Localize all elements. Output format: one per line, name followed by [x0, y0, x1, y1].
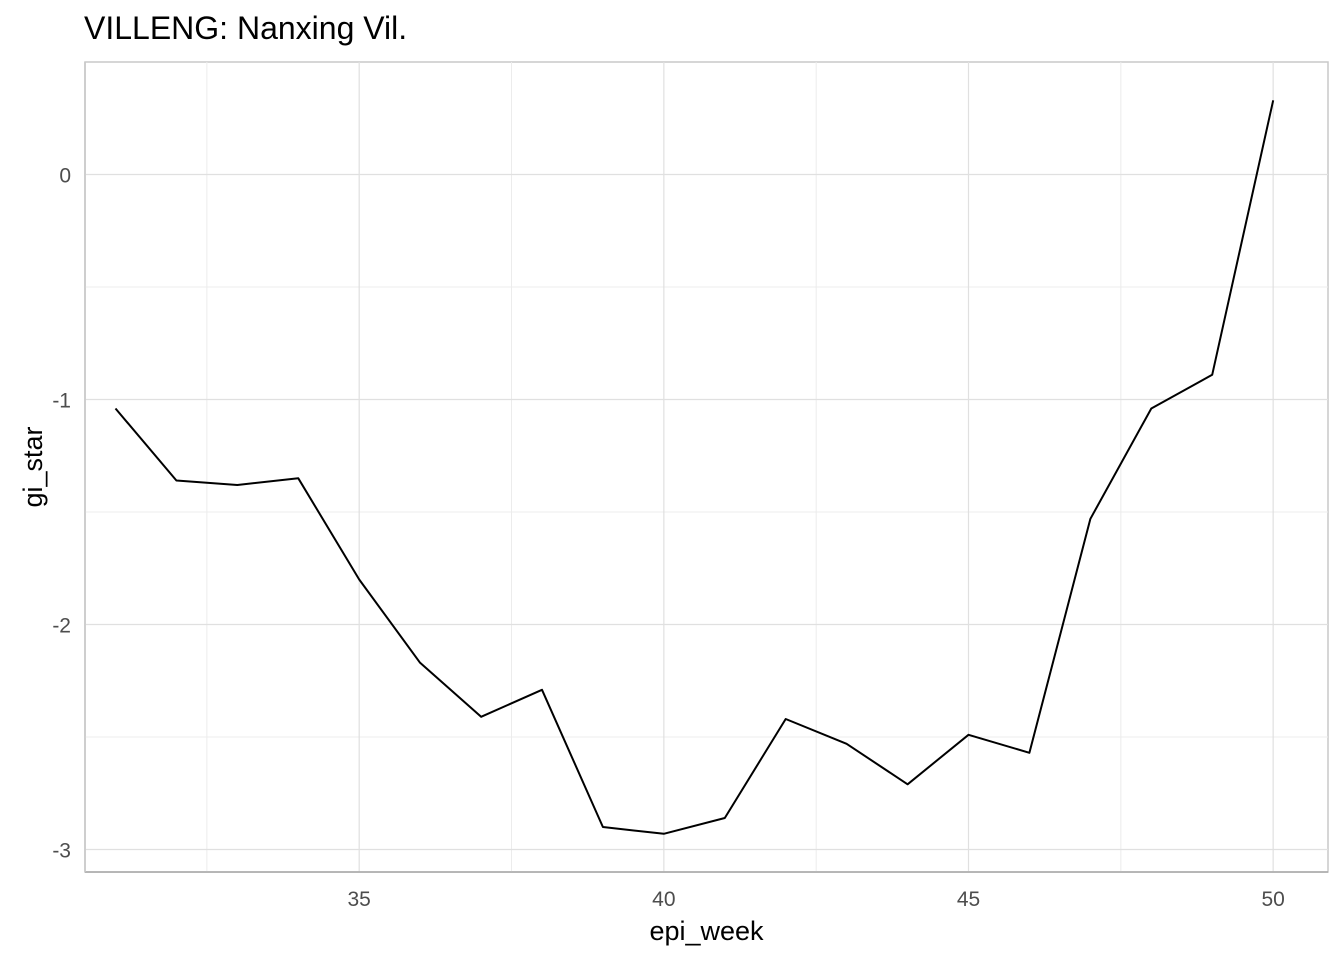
- x-tick-label: 40: [652, 888, 675, 911]
- x-tick-label: 35: [348, 888, 371, 911]
- y-axis-title: gi_star: [18, 426, 48, 507]
- x-tick-label: 45: [957, 888, 980, 911]
- y-tick-label: 0: [59, 165, 71, 188]
- y-tick-label: -3: [52, 840, 71, 863]
- y-tick-label: -2: [52, 615, 71, 638]
- chart-title: VILLENG: Nanxing Vil.: [84, 10, 408, 46]
- x-axis-title: epi_week: [649, 916, 764, 946]
- y-tick-label: -1: [52, 390, 71, 413]
- x-tick-label: 50: [1261, 888, 1284, 911]
- plot-panel-border: [84, 61, 1329, 873]
- series-line: [114, 100, 1275, 835]
